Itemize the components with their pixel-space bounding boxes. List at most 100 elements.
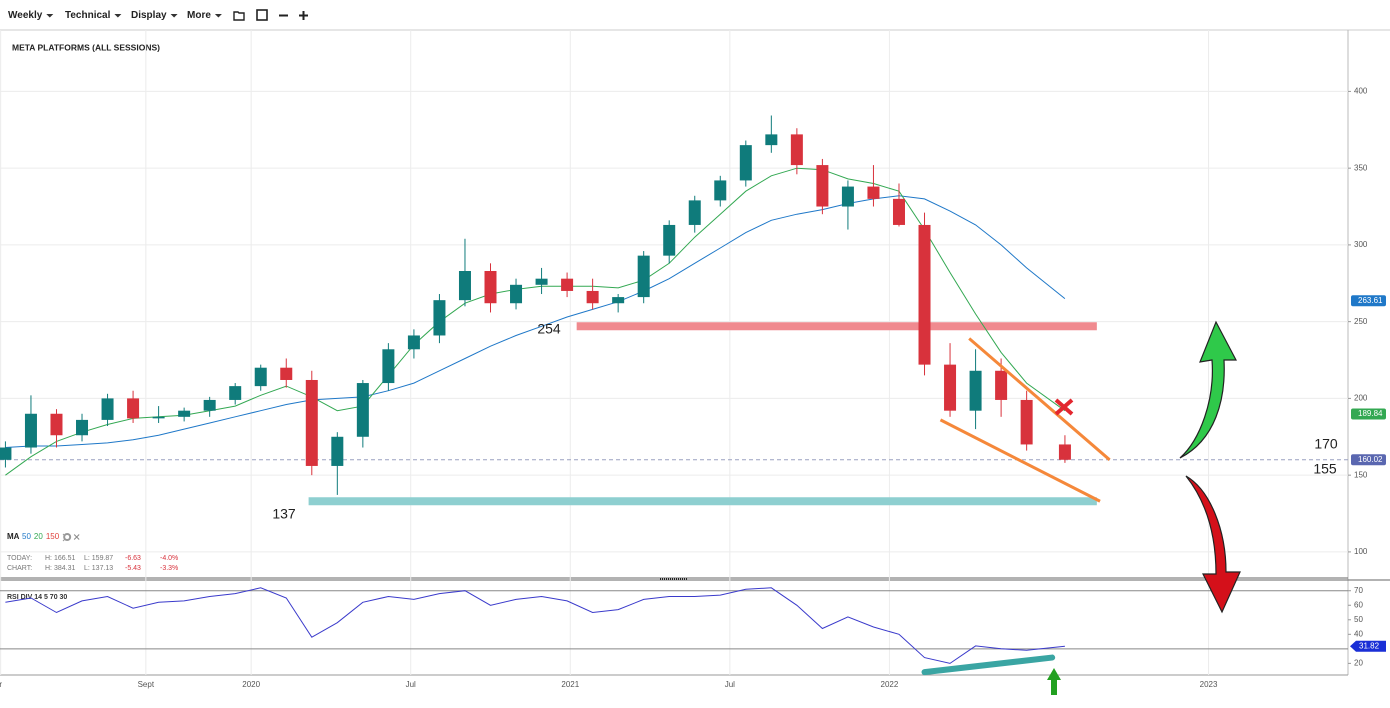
menu-button[interactable]: Weekly xyxy=(8,10,43,21)
open-icon[interactable] xyxy=(233,11,245,21)
menu-caret xyxy=(114,14,122,18)
stats-value: -4.0% xyxy=(160,555,178,562)
candle-body xyxy=(892,198,905,225)
save-icon[interactable] xyxy=(256,9,268,21)
y-tick-label: 100 xyxy=(1354,547,1368,556)
candle-body xyxy=(535,278,548,285)
y-tick-label: 150 xyxy=(1354,470,1368,479)
y-tick-label: 60 xyxy=(1354,600,1363,609)
candle-body xyxy=(714,180,727,201)
menu-caret xyxy=(214,14,222,18)
annotation: 155 xyxy=(1313,461,1337,477)
price-badge-label: 263.61 xyxy=(1358,296,1383,305)
annotation: 137 xyxy=(272,506,296,522)
x-tick-label: 2021 xyxy=(561,680,579,689)
candle-body xyxy=(739,145,752,181)
candle-body xyxy=(229,386,242,400)
candle-body xyxy=(663,224,676,256)
candle-body xyxy=(484,270,497,304)
candle-body xyxy=(50,413,63,436)
y-tick-label: 20 xyxy=(1354,658,1363,667)
close-icon[interactable] xyxy=(73,534,80,540)
support-zone xyxy=(576,322,1097,331)
candle-body xyxy=(76,419,89,436)
menu-button[interactable]: Technical xyxy=(65,10,111,21)
candle-body xyxy=(867,186,880,199)
annotation: 254 xyxy=(537,321,561,337)
candle-body xyxy=(458,270,471,301)
price-badge-label: 189.84 xyxy=(1358,409,1383,418)
candle-body xyxy=(356,383,369,437)
candle-body xyxy=(254,367,267,387)
support-zone xyxy=(308,497,1097,506)
x-tick-label: r xyxy=(0,680,2,689)
toolbar-icons xyxy=(233,9,308,21)
candle-body xyxy=(637,255,650,298)
x-tick-label: 2023 xyxy=(1200,680,1218,689)
y-tick-label: 250 xyxy=(1354,317,1368,326)
plot-layer: r Sept 2020 Jul 2021 Jul 2022 2023 100 150 200 250 3… xyxy=(0,30,1386,689)
price-badge-label: 160.02 xyxy=(1358,455,1383,464)
menu-caret xyxy=(170,14,178,18)
y-tick-label: 40 xyxy=(1354,629,1363,638)
x-tick-label: Jul xyxy=(406,680,416,689)
gear-icon xyxy=(62,533,66,542)
y-tick-label: 350 xyxy=(1354,163,1368,172)
zoom-in-icon[interactable] xyxy=(299,11,308,20)
candle-body xyxy=(816,165,829,207)
y-tick-label: 200 xyxy=(1354,394,1368,403)
price-badge xyxy=(1351,295,1386,307)
menu-caret xyxy=(46,14,54,18)
candle-body xyxy=(382,349,395,384)
stats-value: -6.63 xyxy=(125,555,141,562)
stats-value: H: 384.31 xyxy=(45,565,75,572)
candle-body xyxy=(178,410,191,417)
x-tick-label: Sept xyxy=(138,680,155,689)
y-tick-label: 70 xyxy=(1354,586,1363,595)
x-tick-label: 2022 xyxy=(881,680,899,689)
candle-body xyxy=(407,335,420,350)
stats-value: -5.43 xyxy=(125,565,141,572)
candle-body xyxy=(765,134,778,146)
rsi-badge-label: 31.82 xyxy=(1359,641,1380,650)
x-tick-label: Jul xyxy=(725,680,735,689)
candle-body xyxy=(203,399,216,411)
candle-body xyxy=(152,416,165,419)
stats-label: CHART: xyxy=(7,565,32,572)
legend-label: MA xyxy=(7,532,20,541)
legend-entry: 150 xyxy=(46,532,60,541)
down-arrow xyxy=(1185,475,1241,614)
x-tick-label: 2020 xyxy=(242,680,260,689)
trendline xyxy=(968,337,1111,461)
annotation: 170 xyxy=(1314,436,1338,452)
candle-body xyxy=(688,200,701,225)
y-tick-label: 50 xyxy=(1354,615,1363,624)
candle-body xyxy=(305,379,318,466)
candle-body xyxy=(280,367,293,380)
up-arrow xyxy=(1179,320,1237,459)
candle-body xyxy=(510,284,523,304)
candle-body xyxy=(586,290,599,304)
y-tick-label: 400 xyxy=(1354,87,1368,96)
candle-body xyxy=(331,436,344,466)
chart-title: META PLATFORMS (ALL SESSIONS) xyxy=(12,42,160,52)
rsi-badge xyxy=(1350,640,1386,652)
menu-button[interactable]: More xyxy=(187,10,211,21)
signal-arrow xyxy=(1047,668,1061,695)
candle-body xyxy=(1020,399,1033,445)
candle-body xyxy=(790,134,803,166)
price-badge xyxy=(1351,408,1386,420)
rsi-line xyxy=(5,587,1065,664)
y-tick-label: 300 xyxy=(1354,240,1368,249)
settings-icon[interactable] xyxy=(63,533,72,541)
menu-button[interactable]: Display xyxy=(131,10,167,21)
candle-body xyxy=(969,370,982,411)
candle-body xyxy=(1058,444,1071,460)
trendline xyxy=(939,418,1101,503)
stats-value: -3.3% xyxy=(160,565,178,572)
candle-body xyxy=(433,300,446,336)
candle-body xyxy=(944,364,957,411)
stats-value: L: 137.13 xyxy=(84,565,113,572)
